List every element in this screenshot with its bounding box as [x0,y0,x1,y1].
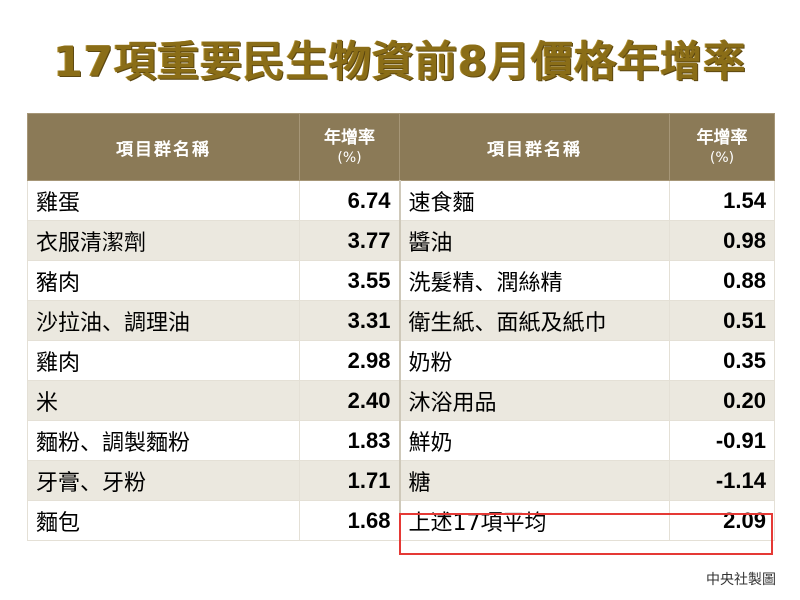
table-row: 麵粉、調製麵粉 1.83 鮮奶 -0.91 [27,420,775,461]
item-name: 糖 [398,460,670,501]
item-rate: 0.20 [669,380,775,421]
table-row: 沙拉油、調理油 3.31 衛生紙、面紙及紙巾 0.51 [27,300,775,341]
table-row: 米 2.40 沐浴用品 0.20 [27,380,775,421]
table-row: 麵包 1.68 上述17項平均 2.09 [27,500,775,541]
item-rate: 2.40 [299,380,400,421]
item-rate-negative: -1.14 [669,460,775,501]
item-rate: 2.98 [299,340,400,381]
item-name: 麵包 [27,500,300,541]
header-rate-right: 年增率 (%) [669,113,775,181]
price-growth-table: 項目群名稱 年增率 (%) 項目群名稱 年增率 (%) 雞蛋 6.74 速食麵 1.… [27,113,775,541]
table-row: 衣服清潔劑 3.77 醬油 0.98 [27,220,775,261]
item-name: 醬油 [398,220,670,261]
item-name: 沙拉油、調理油 [27,300,300,341]
item-rate-negative: -0.91 [669,420,775,461]
header-rate-left: 年增率 (%) [299,113,400,181]
item-name: 豬肉 [27,260,300,301]
item-rate: 1.68 [299,500,400,541]
average-label: 上述17項平均 [398,500,670,541]
item-name: 雞肉 [27,340,300,381]
table-header-row: 項目群名稱 年增率 (%) 項目群名稱 年增率 (%) [27,113,775,181]
item-rate: 0.88 [669,260,775,301]
table-row: 牙膏、牙粉 1.71 糖 -1.14 [27,460,775,501]
page-title: 17項重要民生物資前8月價格年增率 [53,37,747,86]
item-rate: 3.31 [299,300,400,341]
item-name: 鮮奶 [398,420,670,461]
item-rate: 6.74 [299,180,400,221]
item-name: 奶粉 [398,340,670,381]
item-rate: 3.55 [299,260,400,301]
header-item-name-right: 項目群名稱 [399,113,670,181]
item-name: 米 [27,380,300,421]
item-rate: 1.83 [299,420,400,461]
item-name: 雞蛋 [27,180,300,221]
item-rate: 3.77 [299,220,400,261]
item-name: 洗髮精、潤絲精 [398,260,670,301]
source-credit: 中央社製圖 [706,572,776,588]
item-rate: 1.71 [299,460,400,501]
table-row: 雞肉 2.98 奶粉 0.35 [27,340,775,381]
item-name: 麵粉、調製麵粉 [27,420,300,461]
item-rate: 0.35 [669,340,775,381]
item-name: 衣服清潔劑 [27,220,300,261]
table-row: 豬肉 3.55 洗髮精、潤絲精 0.88 [27,260,775,301]
item-name: 速食麵 [398,180,670,221]
item-name: 沐浴用品 [398,380,670,421]
item-name: 牙膏、牙粉 [27,460,300,501]
item-rate: 1.54 [669,180,775,221]
table-row: 雞蛋 6.74 速食麵 1.54 [27,180,775,221]
item-name: 衛生紙、面紙及紙巾 [398,300,670,341]
average-value: 2.09 [669,500,775,541]
header-item-name-left: 項目群名稱 [27,113,300,181]
item-rate: 0.98 [669,220,775,261]
item-rate: 0.51 [669,300,775,341]
